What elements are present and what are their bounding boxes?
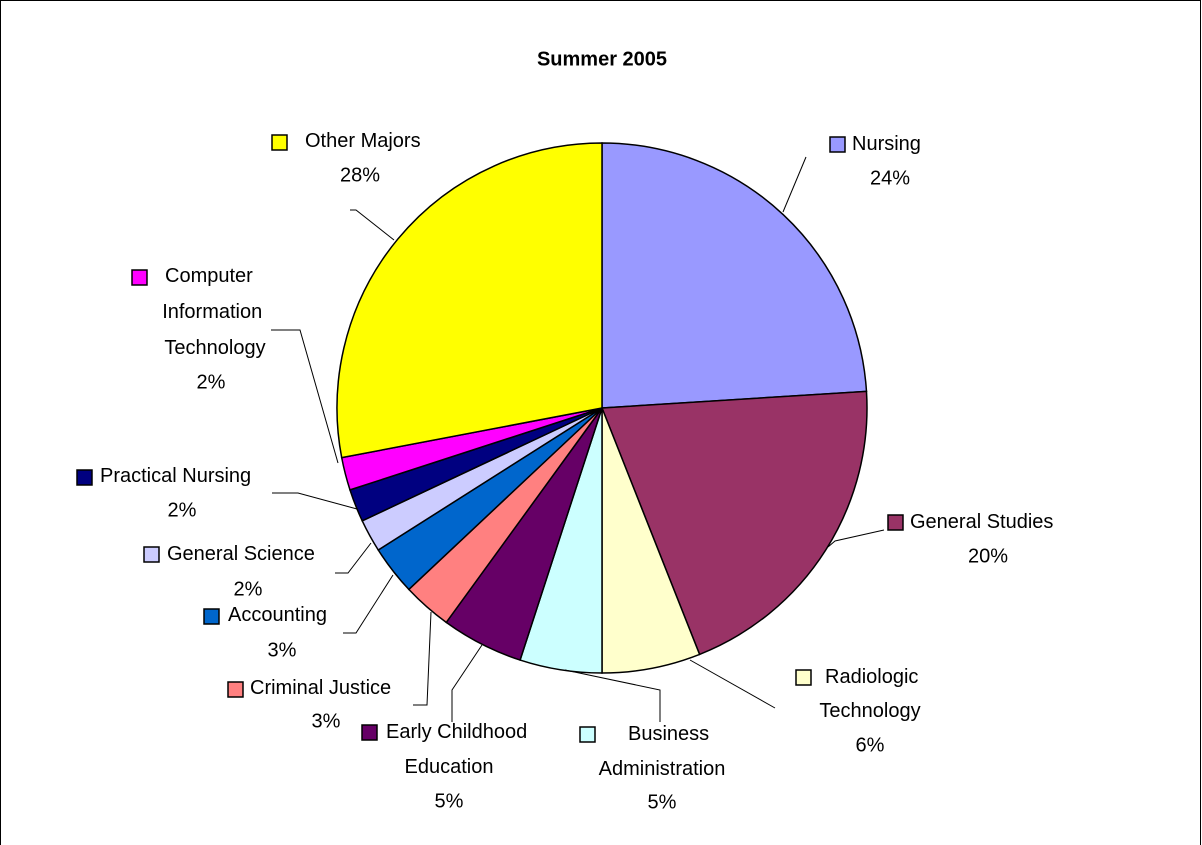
chart-title: Summer 2005 bbox=[537, 48, 667, 70]
value-label: 2% bbox=[197, 371, 226, 393]
value-label: 3% bbox=[268, 639, 297, 661]
pie-slice bbox=[336, 142, 603, 459]
legend-swatch bbox=[795, 669, 812, 686]
leader-line bbox=[271, 329, 339, 464]
value-label: 6% bbox=[856, 734, 885, 756]
slice-label: General Science bbox=[167, 543, 315, 565]
leader-line bbox=[827, 529, 885, 548]
slice-label: Practical Nursing bbox=[100, 465, 251, 487]
value-label: 2% bbox=[234, 578, 263, 600]
slice-label: Business Administration bbox=[599, 723, 726, 780]
legend-swatch bbox=[203, 608, 220, 625]
legend-swatch bbox=[131, 269, 148, 286]
leader-line bbox=[272, 492, 358, 510]
legend-swatch bbox=[76, 469, 93, 486]
leader-line bbox=[782, 156, 807, 213]
leader-line bbox=[343, 574, 394, 634]
legend-swatch bbox=[579, 726, 596, 743]
slice-label: Nursing bbox=[852, 133, 921, 155]
legend-swatch bbox=[271, 134, 288, 151]
value-label: 2% bbox=[168, 499, 197, 521]
pie-slice bbox=[601, 142, 868, 409]
value-label: 3% bbox=[312, 710, 341, 732]
legend-swatch bbox=[887, 514, 904, 531]
legend-swatch bbox=[361, 724, 378, 741]
leader-line bbox=[451, 644, 483, 722]
leader-line bbox=[335, 542, 372, 574]
slice-label: Early Childhood Education bbox=[386, 721, 533, 778]
legend-swatch bbox=[829, 136, 846, 153]
pie-slice bbox=[600, 390, 868, 656]
legend-swatch bbox=[227, 681, 244, 698]
leader-line bbox=[413, 611, 432, 706]
value-label: 20% bbox=[968, 545, 1008, 567]
slice-label: Computer Information Technology bbox=[162, 265, 268, 359]
legend-swatch bbox=[143, 546, 160, 563]
value-label: 5% bbox=[435, 790, 464, 812]
slice-label: Accounting bbox=[228, 604, 327, 626]
value-label: 28% bbox=[340, 164, 380, 186]
value-label: 24% bbox=[870, 167, 910, 189]
slice-label: General Studies bbox=[910, 511, 1053, 533]
leader-line bbox=[689, 659, 776, 709]
slice-label: Other Majors bbox=[305, 130, 421, 152]
slice-label: Radiologic Technology bbox=[819, 666, 924, 722]
leader-line bbox=[564, 669, 661, 722]
leader-line bbox=[350, 209, 395, 241]
value-label: 5% bbox=[648, 791, 677, 813]
slice-label: Criminal Justice bbox=[250, 677, 391, 699]
